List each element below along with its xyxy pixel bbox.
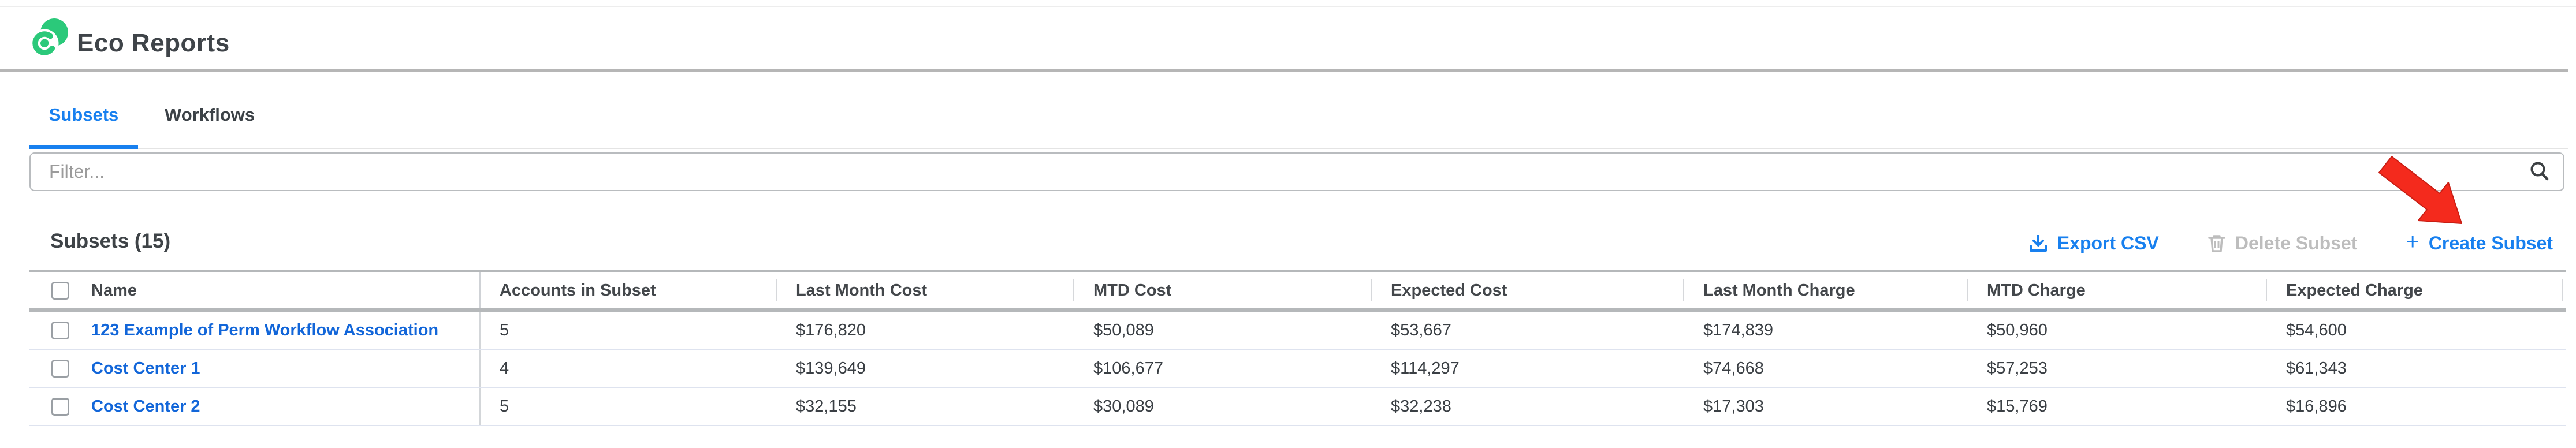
cell-mtd-cost: $106,677 bbox=[1093, 359, 1163, 378]
filter-input[interactable] bbox=[29, 152, 2564, 191]
row-checkbox[interactable] bbox=[51, 359, 69, 378]
create-subset-label: Create Subset bbox=[2428, 232, 2553, 253]
header-divider bbox=[0, 69, 2568, 72]
subset-name-link[interactable]: 123 Example of Perm Workflow Association bbox=[91, 320, 439, 339]
cell-name: Cost Center 2 bbox=[29, 388, 481, 425]
cell-last-month-charge: $174,839 bbox=[1703, 320, 1773, 339]
cell-last-month-cost: $32,155 bbox=[796, 397, 857, 416]
trash-icon bbox=[2208, 235, 2225, 252]
column-header-expected-charge: Expected Charge bbox=[2267, 272, 2563, 308]
table-actions: Export CSV Delete Subset + Create Subset bbox=[2028, 226, 2553, 260]
cell-name: 123 Example of Perm Workflow Association bbox=[29, 312, 481, 349]
cell-expected-cost: $32,238 bbox=[1391, 397, 1451, 416]
plus-icon: + bbox=[2406, 229, 2419, 255]
table-header-row: Name Accounts in Subset Last Month Cost … bbox=[29, 272, 2566, 312]
section-bar: Subsets (15) Export CSV Delete Subset bbox=[0, 226, 2576, 260]
table-row: Cost Center 1 4 $139,649 $106,677 $114,2… bbox=[29, 350, 2566, 388]
cell-mtd-cost: $30,089 bbox=[1093, 397, 1154, 416]
eco-logo-icon bbox=[31, 18, 68, 58]
column-header-name-label: Name bbox=[91, 281, 137, 300]
table-row: Cost Center 2 5 $32,155 $30,089 $32,238 … bbox=[29, 388, 2566, 426]
cell-accounts: 5 bbox=[500, 397, 509, 416]
subsets-table: Name Accounts in Subset Last Month Cost … bbox=[29, 270, 2566, 426]
cell-last-month-charge: $17,303 bbox=[1703, 397, 1764, 416]
select-all-checkbox[interactable] bbox=[51, 281, 69, 300]
subset-name-link[interactable]: Cost Center 2 bbox=[91, 397, 200, 416]
cell-expected-cost: $53,667 bbox=[1391, 320, 1451, 339]
row-checkbox[interactable] bbox=[51, 321, 69, 339]
cell-expected-charge: $16,896 bbox=[2286, 397, 2347, 416]
column-header-expected-cost: Expected Cost bbox=[1372, 272, 1684, 308]
column-header-last-month-cost: Last Month Cost bbox=[777, 272, 1074, 308]
tab-bar: Subsets Workflows bbox=[29, 82, 2568, 149]
subset-name-link[interactable]: Cost Center 1 bbox=[91, 359, 200, 378]
table-row: 123 Example of Perm Workflow Association… bbox=[29, 312, 2566, 350]
cell-mtd-charge: $15,769 bbox=[1987, 397, 2048, 416]
cell-mtd-cost: $50,089 bbox=[1093, 320, 1154, 339]
cell-expected-charge: $61,343 bbox=[2286, 359, 2347, 378]
top-hairline-divider bbox=[0, 6, 2576, 7]
cell-mtd-charge: $50,960 bbox=[1987, 320, 2048, 339]
export-csv-label: Export CSV bbox=[2057, 232, 2159, 253]
tab-workflows[interactable]: Workflows bbox=[165, 104, 255, 125]
column-header-last-month-charge: Last Month Charge bbox=[1684, 272, 1968, 308]
cell-expected-cost: $114,297 bbox=[1391, 359, 1460, 378]
column-header-mtd-cost: MTD Cost bbox=[1074, 272, 1372, 308]
search-icon bbox=[2530, 162, 2549, 181]
app-header: Eco Reports bbox=[0, 0, 2576, 69]
column-header-name: Name bbox=[29, 272, 481, 308]
filter-bar bbox=[29, 152, 2564, 191]
cell-last-month-cost: $139,649 bbox=[796, 359, 866, 378]
page-title: Eco Reports bbox=[77, 29, 230, 57]
download-icon bbox=[2029, 235, 2047, 252]
column-header-accounts-in-subset: Accounts in Subset bbox=[481, 272, 777, 308]
delete-subset-button[interactable]: Delete Subset bbox=[2208, 232, 2358, 254]
cell-last-month-charge: $74,668 bbox=[1703, 359, 1764, 378]
create-subset-button[interactable]: + Create Subset bbox=[2406, 229, 2553, 255]
row-checkbox[interactable] bbox=[51, 397, 69, 416]
cell-mtd-charge: $57,253 bbox=[1987, 359, 2048, 378]
tab-subsets[interactable]: Subsets bbox=[29, 82, 138, 149]
export-csv-button[interactable]: Export CSV bbox=[2028, 233, 2159, 254]
cell-accounts: 4 bbox=[500, 359, 509, 378]
cell-name: Cost Center 1 bbox=[29, 350, 481, 387]
cell-expected-charge: $54,600 bbox=[2286, 320, 2347, 339]
delete-subset-label: Delete Subset bbox=[2235, 232, 2358, 253]
section-title: Subsets (15) bbox=[50, 230, 171, 252]
cell-accounts: 5 bbox=[500, 320, 509, 339]
column-header-mtd-charge: MTD Charge bbox=[1968, 272, 2267, 308]
cell-last-month-cost: $176,820 bbox=[796, 320, 866, 339]
